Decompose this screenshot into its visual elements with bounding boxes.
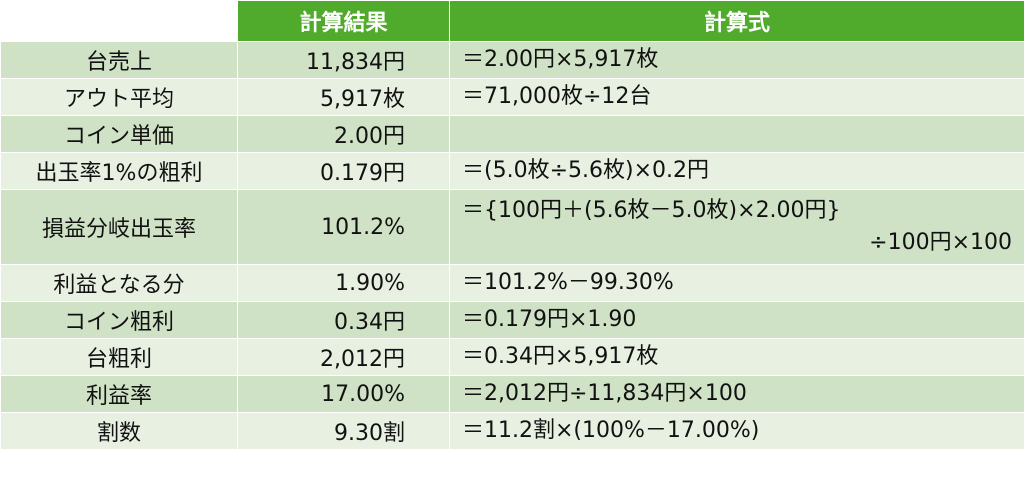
formula-line-2: ÷100円×100 (869, 230, 1012, 255)
row-label: コイン粗利 (0, 301, 238, 339)
header-formula: 計算式 (449, 0, 1024, 42)
table-row: 台売上 11,834円 ＝2.00円×5,917枚 (0, 41, 1024, 79)
row-formula: ＝2,012円÷11,834円×100 (449, 375, 1024, 413)
row-label: 台粗利 (0, 338, 238, 376)
row-formula: ＝71,000枚÷12台 (449, 78, 1024, 116)
header-row: 計算結果 計算式 (0, 0, 1024, 42)
row-formula: ＝2.00円×5,917枚 (449, 41, 1024, 79)
row-formula: ＝0.34円×5,917枚 (449, 338, 1024, 376)
row-formula: ＝101.2%－99.30% (449, 264, 1024, 302)
row-result: 0.179円 (237, 152, 450, 190)
header-result: 計算結果 (237, 0, 450, 42)
table-row: コイン粗利 0.34円 ＝0.179円×1.90 (0, 301, 1024, 339)
row-formula: ＝{100円＋(5.6枚－5.0枚)×2.00円} ÷100円×100 (449, 189, 1024, 265)
row-result: 1.90% (237, 264, 450, 302)
table-row: 利益率 17.00% ＝2,012円÷11,834円×100 (0, 375, 1024, 413)
row-result: 11,834円 (237, 41, 450, 79)
row-label: アウト平均 (0, 78, 238, 116)
row-result: 0.34円 (237, 301, 450, 339)
row-result: 101.2% (237, 189, 450, 265)
row-label: 利益となる分 (0, 264, 238, 302)
row-result: 9.30割 (237, 412, 450, 450)
table-row: コイン単価 2.00円 (0, 115, 1024, 153)
row-label: コイン単価 (0, 115, 238, 153)
row-label: 損益分岐出玉率 (0, 189, 238, 265)
table-row: 台粗利 2,012円 ＝0.34円×5,917枚 (0, 338, 1024, 376)
calculation-table: 計算結果 計算式 台売上 11,834円 ＝2.00円×5,917枚 アウト平均… (0, 0, 1024, 450)
row-label: 台売上 (0, 41, 238, 79)
table-row: アウト平均 5,917枚 ＝71,000枚÷12台 (0, 78, 1024, 116)
row-formula: ＝11.2割×(100%－17.00%) (449, 412, 1024, 450)
table-row: 出玉率1%の粗利 0.179円 ＝(5.0枚÷5.6枚)×0.2円 (0, 152, 1024, 190)
row-result: 5,917枚 (237, 78, 450, 116)
row-formula: ＝0.179円×1.90 (449, 301, 1024, 339)
row-label: 出玉率1%の粗利 (0, 152, 238, 190)
row-label: 割数 (0, 412, 238, 450)
header-blank-cell (0, 0, 238, 42)
table-row: 利益となる分 1.90% ＝101.2%－99.30% (0, 264, 1024, 302)
row-result: 17.00% (237, 375, 450, 413)
row-formula: ＝(5.0枚÷5.6枚)×0.2円 (449, 152, 1024, 190)
table-row: 損益分岐出玉率 101.2% ＝{100円＋(5.6枚－5.0枚)×2.00円}… (0, 189, 1024, 265)
table-row: 割数 9.30割 ＝11.2割×(100%－17.00%) (0, 412, 1024, 450)
row-formula (449, 115, 1024, 153)
formula-line-1: ＝{100円＋(5.6枚－5.0枚)×2.00円} (462, 198, 841, 223)
row-result: 2,012円 (237, 338, 450, 376)
row-label: 利益率 (0, 375, 238, 413)
row-result: 2.00円 (237, 115, 450, 153)
